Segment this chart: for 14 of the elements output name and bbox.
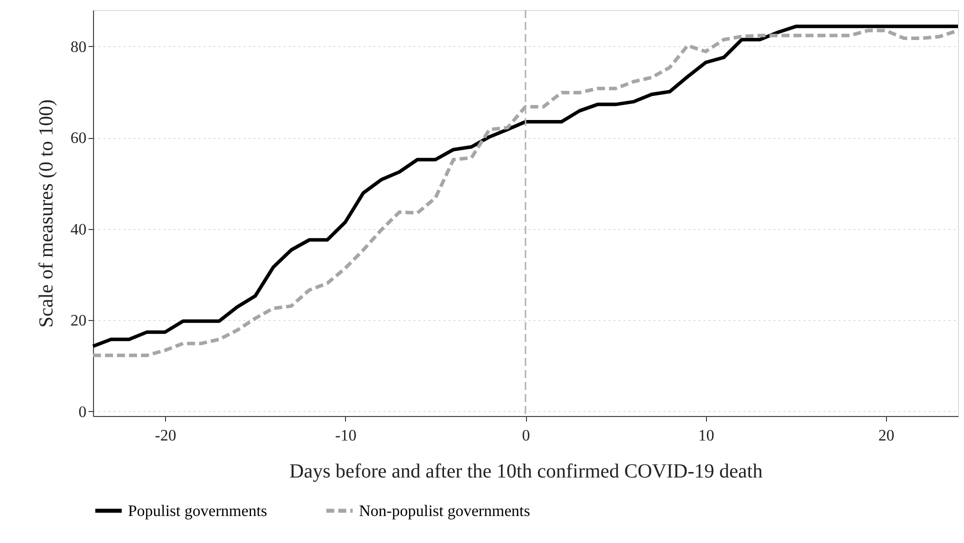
y-tick-label: 0 <box>78 404 86 421</box>
y-tick-label: 20 <box>70 312 86 330</box>
x-tick-label: -10 <box>335 428 356 444</box>
y-tick-label: 60 <box>70 130 86 148</box>
legend-label: Populist governments <box>128 502 268 520</box>
y-axis-title: Scale of measures (0 to 100) <box>36 99 58 328</box>
x-tick-label: 10 <box>698 428 714 444</box>
x-tick-label: -20 <box>154 428 176 444</box>
legend-label: Non-populist governments <box>359 502 530 520</box>
y-tick-label: 80 <box>70 38 86 56</box>
x-tick-label: 0 <box>522 428 530 444</box>
x-axis-title: Days before and after the 10th confirmed COVID-19 death <box>289 460 763 482</box>
x-tick-label: 20 <box>878 428 894 444</box>
y-tick-label: 40 <box>70 221 86 238</box>
